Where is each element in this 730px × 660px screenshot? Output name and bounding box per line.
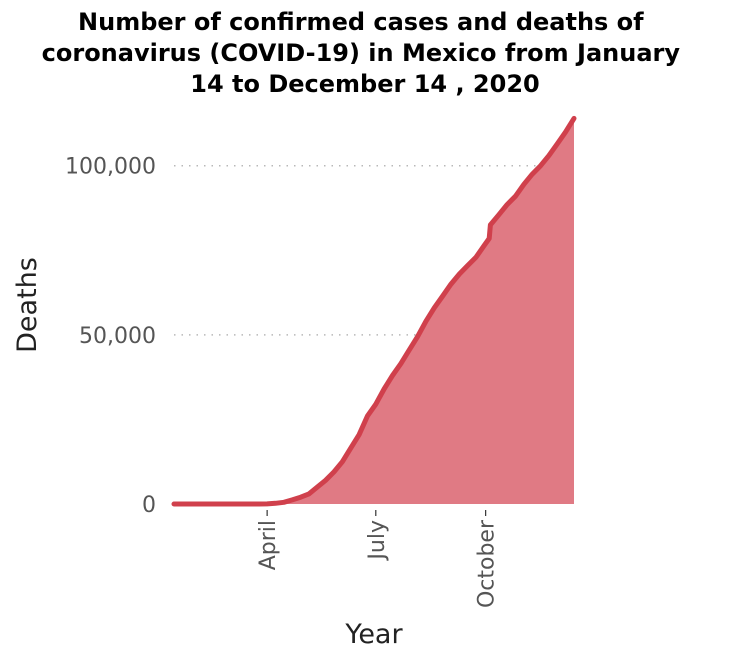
chart-title: Number of confirmed cases and deaths of … [42, 8, 689, 98]
chart-title-line-3: 14 to December 14 , 2020 [190, 70, 539, 98]
chart-title-line-2: coronavirus (COVID-19) in Mexico from Ja… [42, 39, 681, 67]
x-tick-label-2: October [475, 519, 500, 608]
x-tick-label-1: July [365, 520, 390, 562]
y-tick-label-0: 0 [142, 493, 156, 518]
chart-title-line-1: Number of confirmed cases and deaths of [78, 8, 644, 36]
deaths-line [171, 115, 577, 507]
x-axis: April July October [256, 510, 500, 608]
deaths-area [174, 118, 574, 505]
y-axis-title: Deaths [12, 257, 43, 353]
x-tick-label-0: April [256, 520, 281, 570]
y-tick-label-2: 100,000 [65, 155, 156, 180]
y-tick-label-1: 50,000 [79, 324, 156, 349]
x-axis-title: Year [344, 619, 403, 650]
y-axis: 0 50,000 100,000 [65, 155, 156, 518]
